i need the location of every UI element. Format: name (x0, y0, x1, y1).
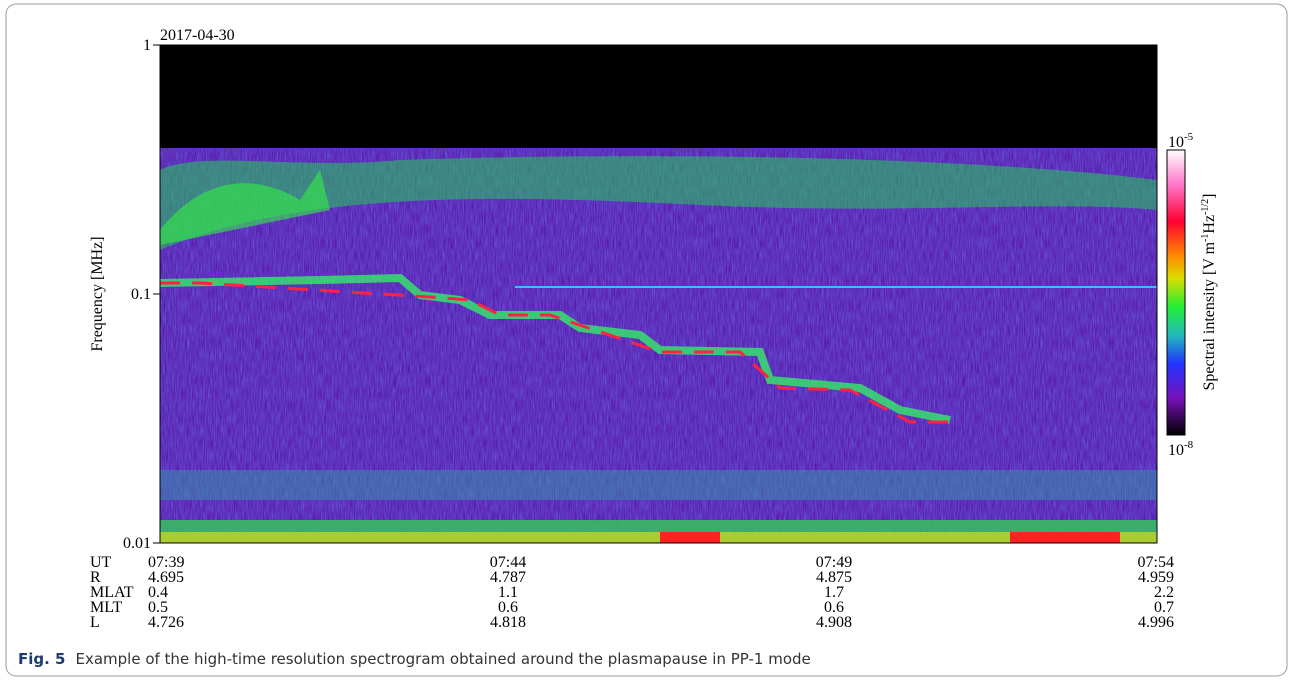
row-value: 0.6 (498, 599, 518, 616)
row-label: L (90, 614, 100, 631)
row-value: 4.908 (816, 614, 852, 631)
row-value: 0.4 (148, 584, 168, 601)
colorbar-label: Spectral intensity [V m-1Hz-1/2] (1200, 193, 1218, 390)
y-ticks: 0.01 0.1 1 (123, 37, 160, 552)
y-axis-label: Frequency [MHz] (89, 236, 106, 351)
ephemeris-table: UT 07:39 07:44 07:49 07:54 R 4.695 4.787 4.875 4.… (90, 554, 1174, 631)
y-tick-label: 1 (143, 37, 151, 54)
colorbar-bottom-label: 10-8 (1168, 439, 1194, 459)
row-value: 07:44 (490, 554, 526, 571)
caption: Fig. 5 Example of the high-time resolutio… (18, 650, 811, 668)
row-value: 2.2 (1154, 584, 1174, 601)
row-value: 4.959 (1138, 569, 1174, 586)
row-value: 0.6 (824, 599, 844, 616)
row-value: 0.5 (148, 599, 168, 616)
row-value: 4.787 (490, 569, 526, 586)
y-tick-label: 0.01 (123, 535, 151, 552)
row-value: 4.695 (148, 569, 184, 586)
row-value: 4.726 (148, 614, 184, 631)
row-label: R (90, 569, 101, 586)
colorbar-top-label: 10-5 (1168, 131, 1194, 151)
row-value: 4.818 (490, 614, 526, 631)
colorbar (1166, 149, 1186, 436)
row-value: 07:54 (1138, 554, 1174, 571)
row-value: 4.875 (816, 569, 852, 586)
row-value: 0.7 (1154, 599, 1174, 616)
row-label: MLAT (90, 584, 134, 601)
spectrogram (160, 45, 1157, 543)
row-value: 07:39 (148, 554, 184, 571)
row-label: MLT (90, 599, 123, 616)
row-value: 1.7 (824, 584, 844, 601)
frame (5, 3, 1288, 677)
date-label: 2017-04-30 (160, 27, 235, 44)
row-label: UT (90, 554, 112, 571)
row-value: 1.1 (498, 584, 518, 601)
row-value: 07:49 (816, 554, 852, 571)
y-tick-label: 0.1 (131, 286, 151, 303)
row-value: 4.996 (1138, 614, 1174, 631)
